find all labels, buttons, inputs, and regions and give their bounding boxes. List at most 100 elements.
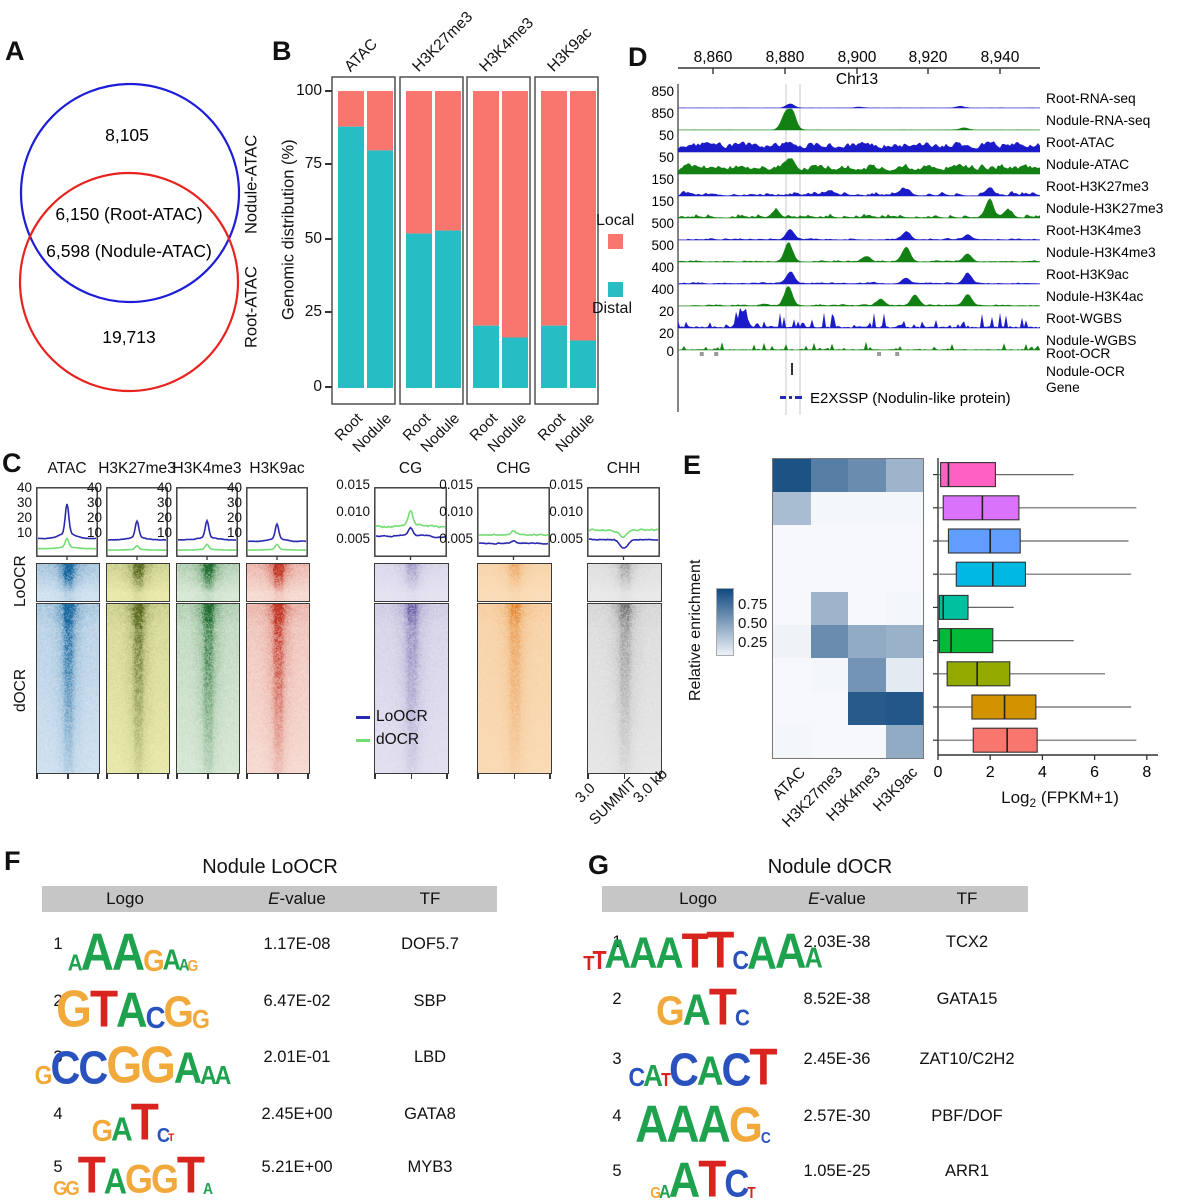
gene-model-dash	[789, 396, 792, 399]
motif-tf: ZAT10/C2H2	[919, 1050, 1015, 1068]
legend-line-loocr	[356, 716, 370, 719]
gene-model-dash	[780, 396, 786, 399]
profile-plot	[36, 487, 98, 560]
profile-y-tick: 0.005	[439, 531, 473, 546]
profile-y-tick: 10	[156, 525, 172, 540]
heatmap-x-tick	[97, 774, 99, 779]
docr-profile-line	[178, 543, 237, 552]
profile-y-tick: 0.015	[336, 477, 370, 492]
heatmap-cell	[848, 691, 886, 725]
ruler-tick-label: 8,860	[694, 49, 733, 66]
logo-letter: A	[804, 943, 822, 975]
motif-rank: 5	[612, 1162, 622, 1180]
motif-tf: SBP	[413, 992, 447, 1010]
track-name-label: Root-WGBS	[1046, 311, 1122, 326]
signal-track	[678, 158, 1040, 174]
signal-track	[678, 103, 1040, 108]
motif-rank: 1	[612, 933, 622, 951]
signal-track	[678, 242, 1040, 262]
track-name-label: Root-RNA-seq	[1046, 91, 1136, 106]
profile-y-tick: 10	[226, 525, 242, 540]
track-name-label: Nodule-ATAC	[1046, 157, 1129, 172]
bar-segment-distal	[502, 337, 528, 388]
profile-y-tick: 0.010	[336, 504, 370, 519]
motif-rank: 4	[612, 1107, 622, 1125]
venn-circle-nodule	[19, 82, 241, 304]
profile-y-tick: 0.015	[549, 477, 583, 492]
bar-segment-local	[502, 91, 528, 338]
bar-segment-local	[541, 91, 567, 326]
docr-profile-line	[588, 528, 659, 539]
venn-count-root-unique: 19,713	[102, 327, 156, 347]
docr-heatmap	[587, 603, 662, 774]
motif-evalue: 8.52E-38	[803, 990, 871, 1008]
logo-letter: C	[732, 945, 749, 975]
ruler-tick-label: 8,940	[981, 49, 1020, 66]
logo-letter: T	[681, 923, 709, 979]
heatmap-cell	[773, 591, 811, 626]
box	[955, 561, 1026, 587]
panel-g-label: G	[588, 850, 610, 880]
track-name-label: Root-H3K9ac	[1046, 267, 1129, 282]
heatmap-cell	[885, 625, 923, 659]
heatmap-cell	[885, 558, 923, 592]
bars-svg	[331, 76, 599, 405]
column-header: CHG	[496, 460, 531, 477]
bar-segment-distal	[473, 325, 499, 388]
track-name-label: Nodule-H3K4ac	[1046, 289, 1144, 304]
profile-y-tick: 20	[226, 510, 242, 525]
bar-segment-local	[570, 91, 596, 341]
boxplot-svg: 0 2 4 6 8	[933, 458, 1158, 781]
motif-rank: 1	[53, 935, 63, 953]
ocr-mark	[699, 352, 704, 356]
header-evalue: E-value	[808, 889, 866, 908]
header-tf: TF	[419, 889, 441, 908]
logo-letter: T	[130, 1092, 159, 1151]
logo-letter: A	[635, 1094, 668, 1153]
logo-letter: C	[628, 1062, 646, 1092]
heatmap-x-tick	[207, 774, 209, 779]
y-tick-mark	[325, 163, 332, 165]
heatmap-cell	[810, 558, 848, 592]
loocr-profile-line	[375, 526, 446, 539]
heatmap-cell	[885, 459, 923, 493]
gene-model-dash	[795, 396, 802, 399]
signal-track	[678, 341, 1040, 350]
y-tick-label: 50	[304, 230, 322, 247]
genomic-distribution-panel: Genomic distribution (%) 100 75 50 25 0 Root No…	[270, 0, 635, 455]
heatmap-x-axis-label: SUMMIT	[585, 774, 640, 829]
logo-letter: A	[629, 929, 657, 978]
y-tick-label: 75	[304, 155, 322, 172]
venn-count-overlap-nodule: 6,598 (Nodule-ATAC)	[46, 241, 212, 261]
loocr-heatmap	[374, 563, 449, 602]
heatmap-x-tick	[446, 774, 448, 779]
column-header: ATAC	[47, 460, 87, 477]
track-scale-label: 850	[651, 84, 674, 99]
heatmap-x-tick	[587, 774, 589, 779]
column-header: H3K9ac	[249, 460, 305, 477]
x-tick-label: 2	[986, 764, 995, 781]
profile-plot	[106, 487, 168, 560]
colorbar-tick-label: 0.50	[738, 615, 768, 632]
logo-letter: G	[56, 979, 92, 1038]
profile-y-tick: 0.005	[549, 531, 583, 546]
motif-evalue: 2.03E-38	[803, 933, 871, 951]
logo-letter: A	[604, 931, 632, 977]
box	[940, 462, 996, 488]
heatmap-cell	[773, 525, 811, 559]
logo-letter: A	[643, 1058, 663, 1094]
signal-track	[678, 229, 1040, 240]
heatmap-cell	[848, 459, 886, 493]
track-scale-label: 20	[659, 304, 674, 319]
motif-evalue: 6.47E-02	[263, 992, 331, 1010]
track-scale-label: 400	[651, 282, 674, 297]
colorbar-tick-label: 0.25	[738, 634, 768, 651]
heatmap-cell	[810, 658, 848, 692]
loocr-profile-line	[178, 518, 237, 541]
colorbar	[716, 588, 734, 656]
y-tick-mark	[325, 238, 332, 240]
facet-box	[466, 76, 531, 405]
